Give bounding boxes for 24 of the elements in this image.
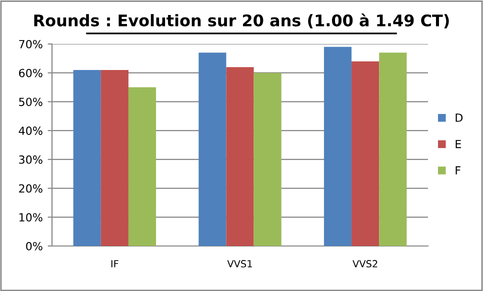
y-tick-label: 70% <box>19 40 42 48</box>
chart-title: Rounds : Evolution sur 20 ans (1.00 à 1.49 CT) <box>34 13 449 28</box>
y-tick-label: 20% <box>19 184 42 193</box>
bar <box>73 70 101 246</box>
y-tick-label: 60% <box>19 68 42 78</box>
x-tick-label: VVS2 <box>352 260 378 268</box>
legend-label: F <box>456 166 460 174</box>
bar <box>100 70 128 246</box>
bar <box>254 72 282 246</box>
bar <box>226 67 254 246</box>
legend-label: E <box>456 140 461 148</box>
bar <box>379 52 407 246</box>
bar <box>198 52 226 246</box>
x-tick-label: IF <box>111 260 118 268</box>
y-tick-label: 30% <box>19 155 42 164</box>
y-tick-label: 10% <box>19 213 42 222</box>
y-tick-label: 40% <box>18 126 42 135</box>
legend-label: D <box>456 114 463 122</box>
bar <box>324 46 352 246</box>
bar <box>352 61 380 246</box>
y-tick-label: 0% <box>26 242 42 250</box>
x-tick-label: VVS1 <box>227 260 252 268</box>
y-tick-label: 50% <box>19 98 42 106</box>
bar <box>128 87 156 246</box>
